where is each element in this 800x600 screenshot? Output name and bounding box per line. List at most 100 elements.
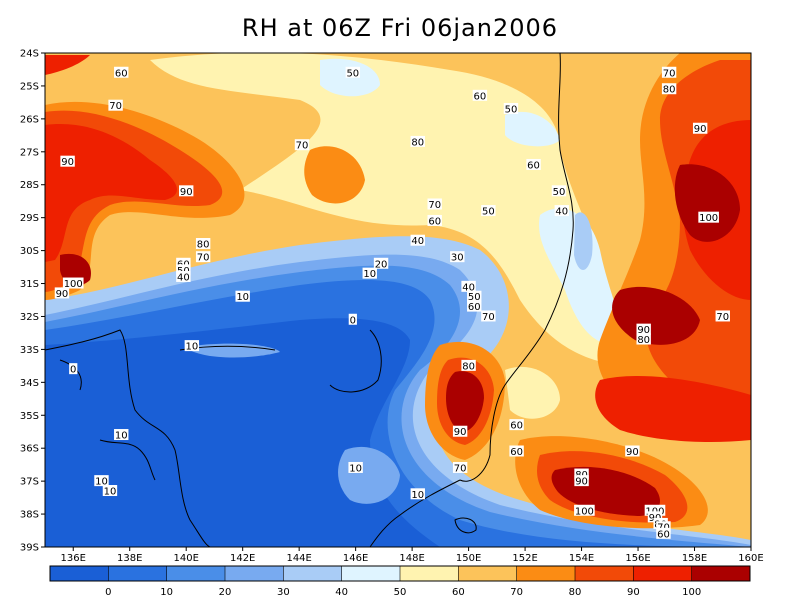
contour-label-box xyxy=(636,323,651,335)
colorbar-swatch xyxy=(575,566,634,581)
contour-label-text: 60 xyxy=(428,216,441,227)
contour-label: 50 xyxy=(467,290,482,303)
lat-tick-label: 38S xyxy=(20,510,39,521)
colorbar-swatch xyxy=(341,566,401,581)
contour-label: 100 xyxy=(698,211,719,224)
contour-label-box xyxy=(661,66,677,78)
contour-label-text: 60 xyxy=(510,447,523,458)
contour-label: 80 xyxy=(661,83,677,96)
contour-label-text: 30 xyxy=(451,253,464,264)
lat-tick-label: 28S xyxy=(20,180,39,191)
lon-tick-label: 144E xyxy=(286,553,311,564)
contour-label: 80 xyxy=(461,359,476,372)
contour-label: 70 xyxy=(427,198,442,211)
contour-label-box xyxy=(410,234,425,246)
contour-label-box xyxy=(373,257,389,269)
colorbar-label: 10 xyxy=(160,587,173,598)
contour-label-text: 90 xyxy=(694,124,707,135)
contour-label-text: 100 xyxy=(575,506,594,517)
contour-label-box xyxy=(452,461,468,473)
contour-label: 50 xyxy=(481,205,496,218)
contour-label-text: 10 xyxy=(411,490,424,501)
contour-label-text: 60 xyxy=(115,68,128,79)
colorbar-label: 60 xyxy=(452,587,465,598)
contour-label-box xyxy=(554,205,569,217)
contour-label: 70 xyxy=(294,139,310,152)
lon-tick-label: 142E xyxy=(230,553,255,564)
contour-label-box xyxy=(509,445,524,457)
contour-label-text: 70 xyxy=(663,68,676,79)
lat-tick-label: 26S xyxy=(20,114,39,125)
contour-label-box xyxy=(574,468,589,480)
contour-label-box xyxy=(647,511,663,523)
contour-label-box xyxy=(461,280,476,292)
contour-label-text: 80 xyxy=(197,240,210,251)
contour-label-text: 60 xyxy=(474,91,487,102)
lat-tick-label: 34S xyxy=(20,378,39,389)
contour-label-box xyxy=(195,238,211,250)
contour-label-text: 70 xyxy=(482,312,495,323)
contour-label-box xyxy=(574,504,595,516)
lat-tick-label: 36S xyxy=(20,444,39,455)
contour-label-text: 0 xyxy=(350,315,356,326)
contour-label-text: 100 xyxy=(699,213,718,224)
contour-label-box xyxy=(481,205,496,217)
contour-label: 60 xyxy=(467,300,482,313)
contour-label-text: 50 xyxy=(468,292,481,303)
contour-label-box xyxy=(102,485,118,497)
lon-tick-label: 136E xyxy=(61,553,86,564)
colorbar: 0 10 20 30 40 50 60 70 80 90 100 xyxy=(49,565,751,598)
lon-tick-label: 148E xyxy=(399,553,424,564)
contour-label-box xyxy=(69,363,78,375)
contour-label-box xyxy=(114,429,129,441)
contour-label-text: 20 xyxy=(375,259,388,270)
contour-label: 80 xyxy=(410,135,425,148)
contour-label-text: 80 xyxy=(663,85,676,96)
contour-label-box xyxy=(636,333,651,345)
contour-label: 10 xyxy=(235,290,250,303)
contour-label: 90 xyxy=(54,287,70,300)
contour-label-box xyxy=(503,102,519,114)
contour-label: 10 xyxy=(362,267,377,280)
contour-label-box xyxy=(715,310,730,322)
contour-label-box xyxy=(452,425,468,437)
contour-label-box xyxy=(472,89,488,101)
contour-label: 60 xyxy=(526,158,541,171)
contour-label-box xyxy=(62,277,84,289)
contour-label-text: 10 xyxy=(104,487,117,498)
contour-label-box xyxy=(625,445,640,457)
contour-label-text: 60 xyxy=(510,421,523,432)
contour-label-box xyxy=(195,251,211,263)
contour-label-text: 100 xyxy=(64,279,83,290)
contour-label-box xyxy=(661,83,677,95)
contour-label-box xyxy=(114,66,129,78)
contour-label-text: 10 xyxy=(236,292,249,303)
contour-label-text: 90 xyxy=(637,325,650,336)
contour-label: 90 xyxy=(636,323,651,336)
contour-label: 70 xyxy=(195,251,211,264)
contour-label-box xyxy=(345,66,361,78)
contour-label-text: 80 xyxy=(637,335,650,346)
contour-label-text: 70 xyxy=(197,253,210,264)
lat-tick-label: 39S xyxy=(20,543,39,554)
colorbar-swatch xyxy=(400,566,459,581)
axis-ticks: 24S 25S 26S 27S 28S 29S 30S 31S 32S 33S 34S 35S 36S 3… xyxy=(20,49,764,565)
contour-label: 100 xyxy=(574,504,595,517)
contour-label: 40 xyxy=(176,270,191,283)
lon-tick-label: 138E xyxy=(117,553,142,564)
contour-label: 60 xyxy=(427,214,442,227)
colorbar-label: 40 xyxy=(335,587,348,598)
contour-label: 90 xyxy=(574,475,589,488)
lat-tick-label: 32S xyxy=(20,312,39,323)
contour-label-text: 70 xyxy=(109,101,122,112)
contour-label-box xyxy=(656,521,671,533)
contour-label-box xyxy=(410,488,425,500)
colorbar-swatch xyxy=(50,566,109,581)
contour-label-box xyxy=(461,359,476,371)
colorbar-label: 20 xyxy=(219,587,232,598)
contour-label-box xyxy=(551,185,567,197)
contour-label-box xyxy=(176,264,191,276)
contour-label-text: 10 xyxy=(95,477,108,488)
contour-label-text: 90 xyxy=(61,157,74,168)
